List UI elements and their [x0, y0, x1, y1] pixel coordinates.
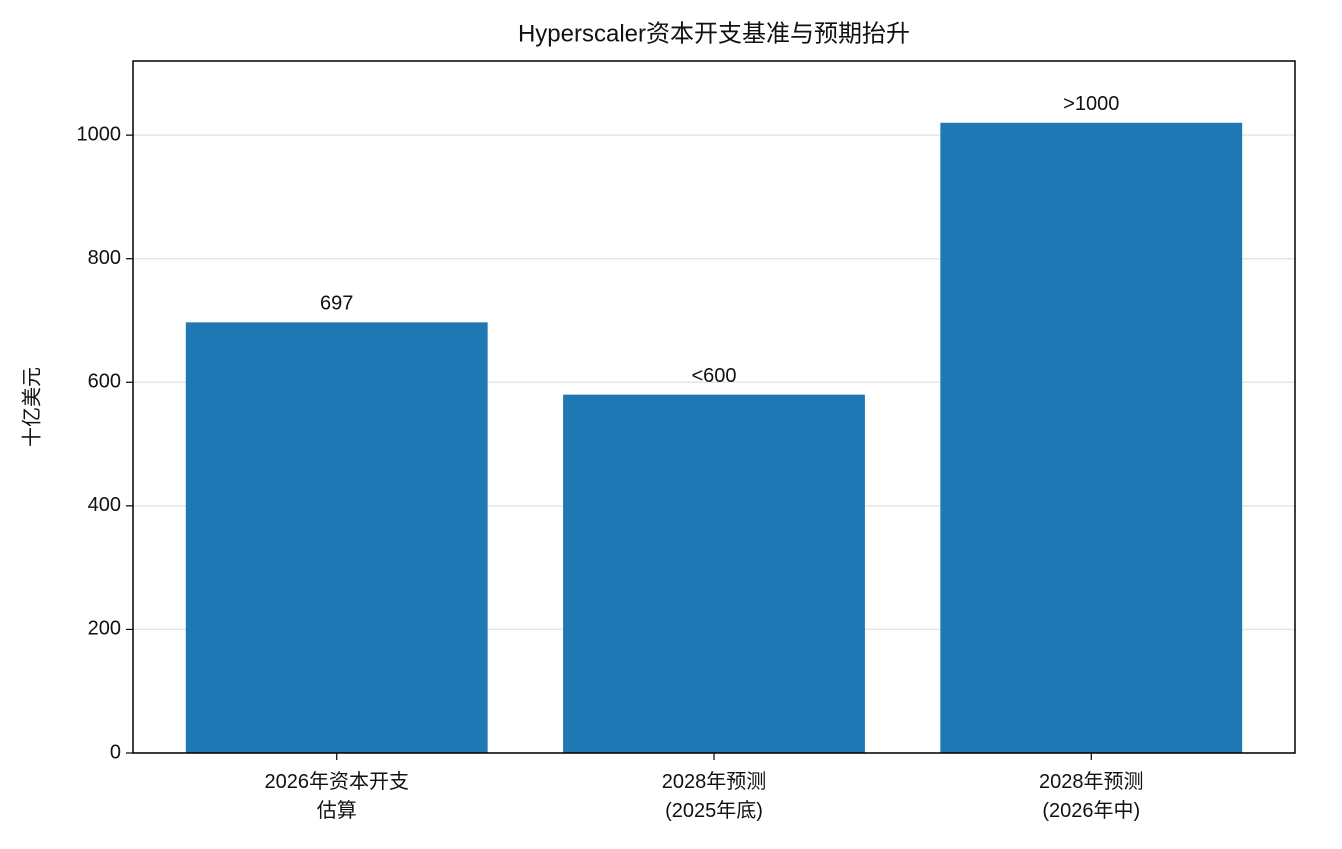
- value-label: <600: [691, 365, 736, 387]
- y-tick-label: 1000: [77, 123, 122, 145]
- y-tick-label: 600: [88, 371, 121, 393]
- plot-frame: [132, 60, 1296, 754]
- y-tick-label: 0: [110, 741, 121, 763]
- value-label: 697: [320, 293, 353, 315]
- bar: [185, 322, 488, 753]
- bar: [563, 394, 865, 753]
- bar: [940, 122, 1243, 754]
- y-tick-label: 400: [88, 494, 121, 516]
- y-tick-label: 800: [88, 247, 121, 269]
- chart-title: Hyperscaler资本开支基准与预期抬升: [518, 20, 910, 47]
- y-axis-label: 十亿美元: [20, 367, 43, 447]
- value-label: >1000: [1063, 93, 1119, 115]
- x-tick-label: 2028年预测(2025年底): [662, 770, 767, 822]
- x-tick-label: 2028年预测(2026年中): [1039, 770, 1144, 822]
- x-tick-label: 2026年资本开支估算: [264, 770, 409, 822]
- y-tick-label: 200: [88, 618, 121, 640]
